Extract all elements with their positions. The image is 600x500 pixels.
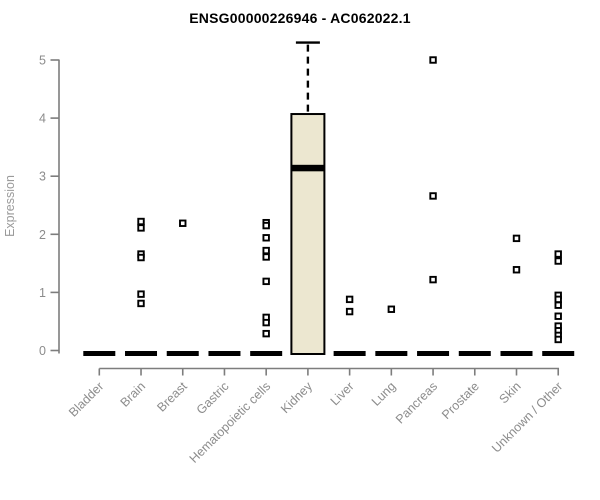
outlier-point — [512, 266, 521, 274]
chart-title: ENSG00000226946 - AC062022.1 — [189, 10, 411, 26]
outlier-point — [262, 277, 270, 286]
outlier-point — [262, 329, 270, 338]
outlier-point — [512, 234, 521, 243]
x-axis-label: Unknown / Other — [489, 379, 565, 455]
box-dash — [417, 351, 450, 356]
outlier-point — [179, 219, 187, 227]
box-dash — [125, 351, 158, 356]
y-tick-label: 0 — [39, 344, 46, 358]
outlier-point — [262, 221, 270, 230]
outlier-point — [554, 312, 562, 320]
box-median — [291, 164, 325, 172]
box-dash — [250, 351, 283, 356]
y-tick-label: 4 — [39, 112, 46, 126]
outlier-point — [137, 299, 145, 308]
y-tick-label: 3 — [39, 170, 46, 184]
outlier-point — [429, 192, 437, 200]
box-dash — [458, 351, 491, 356]
x-axis-label: Lung — [369, 379, 399, 409]
outlier-point — [554, 250, 562, 258]
x-axis-label: Brain — [118, 379, 149, 410]
outlier-point — [137, 224, 145, 232]
box-dash — [208, 351, 241, 356]
box-dash — [542, 351, 575, 356]
box-dash — [166, 351, 199, 356]
outlier-point — [137, 217, 145, 226]
outlier-point — [262, 318, 270, 327]
y-tick-label: 1 — [39, 286, 46, 300]
x-axis-label: Bladder — [66, 379, 106, 419]
outlier-point — [429, 56, 437, 64]
x-axis-label: Liver — [328, 379, 357, 408]
outlier-point — [262, 253, 270, 261]
x-axis-label: Prostate — [439, 379, 482, 422]
box-dash — [83, 351, 116, 356]
x-axis-label: Hematopoietic cells — [187, 379, 274, 466]
outlier-point — [137, 253, 145, 262]
outlier-point — [137, 290, 145, 298]
outlier-point — [262, 234, 270, 242]
y-axis-title: Expression — [3, 175, 17, 237]
box-dash — [333, 351, 366, 356]
y-tick-label: 5 — [39, 54, 46, 68]
outlier-point — [387, 305, 396, 313]
x-axis-label: Pancreas — [393, 379, 440, 426]
box-dash — [500, 351, 533, 356]
outlier-point — [429, 275, 437, 284]
outlier-point — [345, 307, 354, 316]
box-dash — [375, 351, 408, 356]
x-axis-label: Kidney — [278, 379, 315, 416]
outlier-point — [554, 301, 562, 309]
x-axis-label: Gastric — [194, 379, 232, 417]
y-tick-label: 2 — [39, 228, 46, 242]
outlier-point — [554, 257, 562, 265]
outlier-point — [554, 295, 562, 304]
outlier-point — [262, 246, 270, 255]
box-rect — [290, 113, 326, 355]
x-axis-label: Skin — [497, 379, 524, 406]
outlier-point — [345, 295, 354, 304]
x-axis-label: Breast — [154, 379, 190, 415]
outlier-point — [554, 335, 562, 344]
